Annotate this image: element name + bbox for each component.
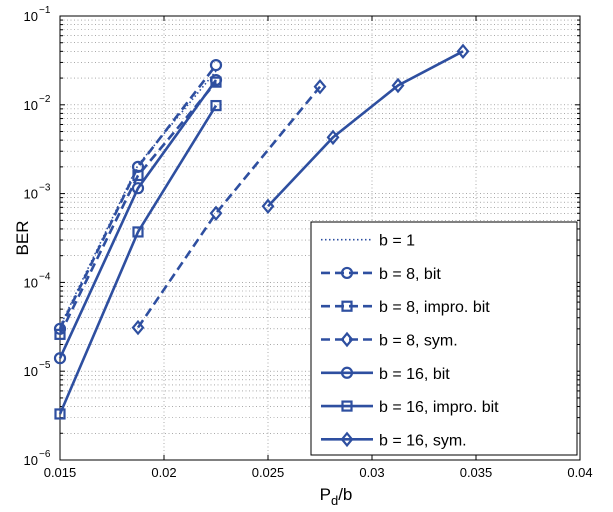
legend: b = 1 b = 8, bit b = 8, impro. bit b = 8, s… <box>310 221 578 456</box>
y-tick-exponent: −2 <box>39 94 51 105</box>
legend-marker-diamond <box>340 431 354 448</box>
legend-item: b = 16, sym. <box>321 431 467 449</box>
y-tick-label: 10 <box>24 187 38 202</box>
y-tick-exponent: −4 <box>39 271 51 282</box>
data-point-square <box>132 169 144 182</box>
series-layer <box>53 43 470 420</box>
plot-frame <box>59 15 581 461</box>
legend-item: b = 1 <box>321 233 415 250</box>
x-tick-label: 0.04 <box>567 465 592 480</box>
data-point-circle <box>209 73 223 87</box>
legend-label: b = 16, bit <box>379 366 450 383</box>
x-tick-label: 0.03 <box>359 465 384 480</box>
y-tick-exponent: −6 <box>39 449 51 460</box>
series-7 <box>261 43 470 214</box>
series-line <box>59 70 217 327</box>
y-tick-label: 10 <box>24 275 38 290</box>
series-line <box>58 64 218 330</box>
series-5 <box>53 73 223 365</box>
legend-label: b = 16, sym. <box>379 432 467 449</box>
series-3 <box>54 76 222 340</box>
y-tick-label: 10 <box>24 453 38 468</box>
legend-item: b = 16, bit <box>321 366 450 383</box>
legend-item: b = 16, impro. bit <box>321 399 499 416</box>
data-point-diamond <box>209 205 223 222</box>
series-4 <box>131 78 327 336</box>
legend-item: b = 8, impro. bit <box>321 299 490 316</box>
series-line <box>58 81 217 335</box>
series-1 <box>59 70 217 327</box>
data-point-diamond <box>326 129 340 146</box>
series-line <box>136 85 322 329</box>
data-point-diamond <box>456 43 470 60</box>
y-tick-exponent: −3 <box>39 183 51 194</box>
y-axis-label: BER <box>13 221 32 256</box>
y-tick-label: 10 <box>24 98 38 113</box>
data-point-circle <box>53 352 67 365</box>
legend-marker-square <box>341 300 353 312</box>
x-tick-label: 0.015 <box>44 465 77 480</box>
plot-border <box>59 15 581 461</box>
x-tick-label: 0.035 <box>460 465 493 480</box>
legend-item: b = 8, sym. <box>321 331 458 350</box>
legend-label: b = 16, impro. bit <box>379 399 499 416</box>
y-tick-exponent: −5 <box>39 360 51 371</box>
data-point-square <box>132 226 144 238</box>
data-point-square <box>54 408 66 420</box>
legend-marker-circle <box>340 266 354 280</box>
data-point-square <box>54 328 66 340</box>
legend-item: b = 8, bit <box>321 266 441 283</box>
data-point-square <box>210 99 222 112</box>
data-point-circle <box>131 182 145 195</box>
data-point-diamond <box>261 198 275 214</box>
series-line <box>58 79 218 359</box>
legend-marker-circle <box>340 366 354 379</box>
x-tick-label: 0.025 <box>252 465 285 480</box>
data-point-diamond <box>313 78 327 95</box>
data-point-diamond <box>131 319 145 336</box>
x-axis-label: Pd/b <box>320 485 353 508</box>
legend-label: b = 8, impro. bit <box>379 299 490 316</box>
y-tick-label: 10 <box>24 9 38 24</box>
data-point-diamond <box>391 77 405 94</box>
y-tick-label: 10 <box>24 364 38 379</box>
y-tick-exponent: −1 <box>39 5 51 16</box>
data-point-circle <box>209 58 223 72</box>
legend-label: b = 8, bit <box>379 266 441 283</box>
series-line <box>267 50 464 208</box>
x-tick-label: 0.02 <box>151 465 176 480</box>
series-line <box>58 104 218 415</box>
legend-marker-diamond <box>340 331 354 348</box>
legend-marker-square <box>341 400 353 412</box>
legend-label: b = 8, sym. <box>379 333 458 350</box>
series-6 <box>54 99 222 420</box>
legend-label: b = 1 <box>379 233 415 250</box>
